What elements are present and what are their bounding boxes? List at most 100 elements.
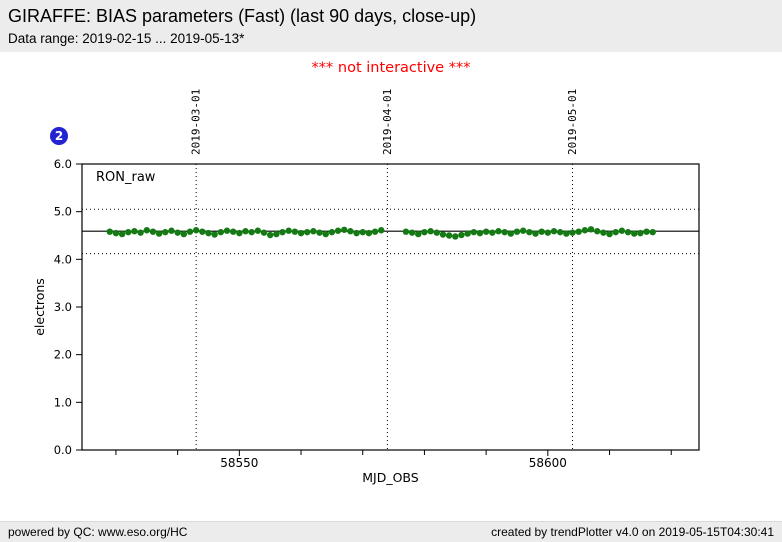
data-point xyxy=(353,229,360,237)
y-tick-label: 5.0 xyxy=(54,205,72,219)
data-point xyxy=(322,230,329,238)
data-point xyxy=(211,231,218,238)
data-point xyxy=(600,229,607,236)
data-point xyxy=(631,230,638,237)
data-point xyxy=(415,230,422,238)
data-point xyxy=(291,228,299,235)
footer: powered by QC: www.eso.org/HC created by… xyxy=(0,521,782,542)
data-point xyxy=(341,226,348,233)
plot-border xyxy=(81,163,700,451)
header: GIRAFFE: BIAS parameters (Fast) (last 90… xyxy=(0,0,782,52)
data-point xyxy=(192,227,200,234)
data-point xyxy=(365,229,373,237)
data-point xyxy=(556,228,564,236)
data-point xyxy=(421,228,428,236)
data-point xyxy=(149,228,157,235)
data-point xyxy=(569,229,576,236)
data-point xyxy=(378,227,385,234)
data-point xyxy=(618,227,626,234)
data-point xyxy=(637,229,644,237)
data-point xyxy=(532,230,539,237)
data-point xyxy=(205,229,212,237)
data-point xyxy=(439,231,447,238)
data-point xyxy=(168,227,175,234)
data-point xyxy=(236,229,243,237)
data-point xyxy=(445,232,453,239)
data-point xyxy=(482,228,490,235)
data-point xyxy=(112,229,120,237)
series-label: RON_raw xyxy=(96,170,156,185)
data-point xyxy=(649,228,656,236)
data-point xyxy=(501,228,508,236)
data-point xyxy=(217,228,225,236)
data-point xyxy=(334,227,342,234)
footer-created-by: created by trendPlotter v4.0 on 2019-05-… xyxy=(491,525,774,539)
not-interactive-warning: *** not interactive *** xyxy=(311,60,471,76)
data-point xyxy=(408,229,416,236)
data-point xyxy=(489,229,496,236)
data-point xyxy=(304,228,311,236)
data-point xyxy=(495,228,502,235)
data-point xyxy=(266,231,274,239)
data-point xyxy=(624,228,632,236)
x-tick-label: 58550 xyxy=(220,456,258,470)
y-tick-label: 4.0 xyxy=(54,252,72,266)
data-point xyxy=(359,228,366,236)
data-point xyxy=(118,230,126,238)
data-point xyxy=(371,228,379,235)
data-point xyxy=(273,230,280,238)
data-point xyxy=(612,228,619,236)
data-point xyxy=(643,228,650,235)
data-point xyxy=(223,227,231,234)
y-tick-label: 0.0 xyxy=(54,443,72,457)
data-point xyxy=(593,228,601,235)
footer-powered-by: powered by QC: www.eso.org/HC xyxy=(8,525,188,539)
data-point xyxy=(310,228,317,235)
data-point xyxy=(581,227,589,234)
data-point xyxy=(242,228,249,235)
data-point xyxy=(544,229,552,236)
y-tick-label: 1.0 xyxy=(54,395,72,409)
data-point xyxy=(297,229,305,237)
y-tick-label: 3.0 xyxy=(54,300,72,314)
data-point xyxy=(587,226,595,233)
data-point xyxy=(519,227,527,234)
data-point xyxy=(143,227,150,234)
data-point xyxy=(229,228,237,235)
data-point xyxy=(427,228,434,235)
month-gridline-label: 2019-05-01 xyxy=(566,89,579,155)
data-point xyxy=(433,229,440,236)
x-tick-label: 58600 xyxy=(529,456,567,470)
ron-raw-plot: 2019-03-01 2019-04-01 2019-05-01 0.0 1.0 2.0 3… xyxy=(32,89,700,485)
data-point xyxy=(137,229,144,236)
data-point xyxy=(563,230,570,237)
data-point xyxy=(174,229,181,236)
data-point xyxy=(316,229,323,236)
data-point xyxy=(248,228,255,236)
data-point xyxy=(513,228,521,235)
data-point xyxy=(131,228,138,235)
data-range-label: Data range: 2019-02-15 ... 2019-05-13* xyxy=(8,31,245,46)
data-point xyxy=(452,233,459,240)
data-point xyxy=(199,228,206,235)
data-point xyxy=(162,228,169,236)
data-point xyxy=(575,228,582,235)
data-point xyxy=(279,228,286,236)
data-point xyxy=(186,228,194,235)
data-point xyxy=(260,229,268,236)
y-axis-title: electrons xyxy=(32,278,47,336)
data-point xyxy=(550,228,558,235)
y-tick-label: 6.0 xyxy=(54,157,72,171)
data-point xyxy=(606,230,613,238)
data-point xyxy=(470,228,477,236)
data-point xyxy=(507,230,515,237)
data-point xyxy=(538,228,545,235)
page-number-badge[interactable]: 2 xyxy=(50,127,68,145)
trend-chart: 2019-03-01 2019-04-01 2019-05-01 0.0 1.0 2.0 3… xyxy=(0,85,782,515)
month-gridline-label: 2019-03-01 xyxy=(190,89,203,155)
x-axis-title: MJD_OBS xyxy=(362,470,419,485)
data-point xyxy=(328,228,336,236)
data-point xyxy=(125,228,132,236)
month-gridline-label: 2019-04-01 xyxy=(381,89,394,155)
